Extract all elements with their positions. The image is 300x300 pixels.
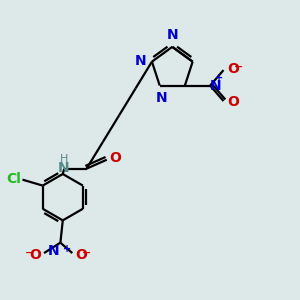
Text: −: −	[82, 248, 91, 257]
Text: +: +	[215, 73, 223, 82]
Text: −: −	[25, 248, 34, 257]
Text: O: O	[29, 248, 41, 262]
Text: N: N	[210, 79, 222, 93]
Text: N: N	[48, 244, 59, 258]
Text: O: O	[75, 248, 87, 262]
Text: N: N	[135, 54, 147, 68]
Text: N: N	[155, 91, 167, 105]
Text: N: N	[58, 161, 70, 175]
Text: H: H	[59, 154, 68, 164]
Text: N: N	[167, 28, 179, 41]
Text: Cl: Cl	[6, 172, 21, 186]
Text: −: −	[234, 62, 243, 72]
Text: O: O	[227, 62, 239, 76]
Text: O: O	[227, 95, 239, 109]
Text: O: O	[110, 151, 122, 165]
Text: +: +	[63, 244, 71, 254]
